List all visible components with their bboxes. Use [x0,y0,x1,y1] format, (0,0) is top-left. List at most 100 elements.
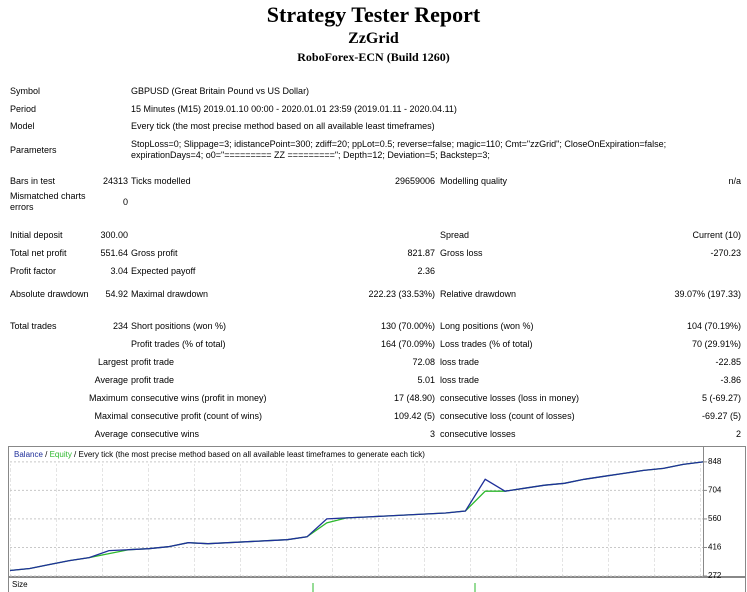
stat-label: Absolute drawdown [10,288,89,299]
stat-label: Expected payoff [131,265,196,276]
stat-row: Profit trades (% of total) 164 (70.09%) Lo… [0,337,747,351]
info-row: Period 15 Minutes (M15) 2019.01.10 00:00 … [0,102,747,116]
info-value: StopLoss=0; Slippage=3; idistancePoint=3… [131,139,667,160]
stat-label: Profit trades (% of total) [131,338,226,349]
info-value: GBPUSD (Great Britain Pound vs US Dollar… [131,85,310,96]
lower-panel-label: Size [12,580,28,589]
info-label: Model [10,120,35,131]
stat-row: Largest profit trade 72.08 loss trade -22.85 [0,355,747,369]
stat-label: consecutive wins (profit in money) [131,392,267,403]
stat-value: Average [94,374,128,385]
stat-value: -69.27 (5) [701,410,741,421]
stat-row: Maximal consecutive profit (count of wins… [0,409,747,423]
stat-value: 39.07% (197.33) [674,288,741,299]
stat-value: 164 (70.09%) [380,338,435,349]
stat-value: 551.64 [100,247,128,258]
stat-label: loss trade [440,356,480,367]
stat-value: 109.42 (5) [393,410,435,421]
y-tick-label: 272 [708,571,722,580]
stat-label: Maximal drawdown [131,288,209,299]
stat-value: 104 (70.19%) [686,320,741,331]
stat-value: 70 (29.91%) [691,338,741,349]
stat-label: consecutive loss (count of losses) [440,410,575,421]
stat-value: 5 (-69.27) [701,392,741,403]
stat-row: Maximum consecutive wins (profit in money… [0,391,747,405]
info-value: Every tick (the most precise method base… [131,120,435,131]
stat-label: Relative drawdown [440,288,517,299]
stat-label: Total trades [10,320,57,331]
stat-value: 0 [122,196,128,207]
stat-value: 29659006 [394,175,435,186]
info-row: Parameters StopLoss=0; Slippage=3; idista… [0,136,747,164]
stat-value: 3 [429,428,435,439]
stat-value: 3.04 [110,265,128,276]
broker: RoboForex-ECN (Build 1260) [297,50,450,64]
stat-label: Short positions (won %) [131,320,227,331]
series-line [9,461,704,572]
stat-label: profit trade [131,374,175,385]
stat-label: Bars in test [10,175,56,186]
stat-value: -3.86 [720,374,741,385]
stat-value: Largest [97,356,128,367]
stat-value: 300.00 [100,229,128,240]
legend-entry: Equity [50,450,72,459]
stat-value: Current (10) [692,229,741,240]
stat-label: Spread [440,229,470,240]
y-tick-label: 416 [708,543,722,552]
stat-value: 5.01 [417,374,435,385]
stat-label: Total net profit [10,247,67,258]
stat-label: Profit factor [10,265,57,276]
legend-separator: / [43,450,50,459]
stat-value: 2 [735,428,741,439]
stat-label: profit trade [131,356,175,367]
stat-row: Bars in test 24313 Ticks modelled 29659006 M… [0,174,747,188]
legend-entry: Balance [14,450,43,459]
y-tick-label: 848 [708,457,722,466]
info-label: Parameters [10,144,57,155]
stat-value: Average [94,428,128,439]
stat-row: Average consecutive wins 3 consecutive loss… [0,427,747,441]
stat-value: 17 (48.90) [393,392,435,403]
stat-row: Absolute drawdown 54.92 Maximal drawdown 22… [0,282,747,306]
stat-label: consecutive losses [440,428,516,439]
stat-label: Initial deposit [10,229,63,240]
stat-value: 24313 [102,175,128,186]
stat-row: Mismatched charts errors 0 [0,190,747,214]
stat-label: consecutive profit (count of wins) [131,410,263,421]
stat-row: Total trades 234 Short positions (won %) 13… [0,319,747,333]
info-value: 15 Minutes (M15) 2019.01.10 00:00 - 2020… [131,103,457,114]
stat-label: Ticks modelled [131,175,191,186]
stat-row: Initial deposit 300.00 Spread Current (10) [0,228,747,242]
info-row: Model Every tick (the most precise method… [0,119,747,133]
stat-label: Modelling quality [440,175,508,186]
chart-subtitle: Every tick (the most precise method base… [79,450,426,459]
stat-value: 54.92 [105,288,128,299]
stat-value: 2.36 [417,265,435,276]
stat-row: Profit factor 3.04 Expected payoff 2.36 [0,264,747,278]
stat-value: -270.23 [710,247,741,258]
stat-value: 130 (70.00%) [380,320,435,331]
lower-panel [8,577,746,592]
y-tick-label: 704 [708,486,722,495]
stat-label: consecutive wins [131,428,200,439]
stat-value: Maximum [88,392,128,403]
report-subtitle: ZzGrid [348,30,399,47]
stat-value: n/a [728,175,741,186]
legend-separator: / [72,450,79,459]
stat-label: Long positions (won %) [440,320,534,331]
stat-label: consecutive losses (loss in money) [440,392,580,403]
report-title: Strategy Tester Report [266,2,481,27]
info-row: Symbol GBPUSD (Great Britain Pound vs US … [0,84,747,98]
stat-label: Mismatched charts errors [10,191,86,212]
stat-label: loss trade [440,374,480,385]
y-tick-label: 560 [708,514,722,523]
chart-legend: Balance / Equity / Every tick (the most … [14,450,425,459]
stat-value: 234 [112,320,128,331]
stat-label: Loss trades (% of total) [440,338,533,349]
stat-value: -22.85 [715,356,741,367]
stat-value: 222.23 (33.53%) [368,288,435,299]
stat-value: Maximal [94,410,128,421]
info-label: Symbol [10,85,41,96]
